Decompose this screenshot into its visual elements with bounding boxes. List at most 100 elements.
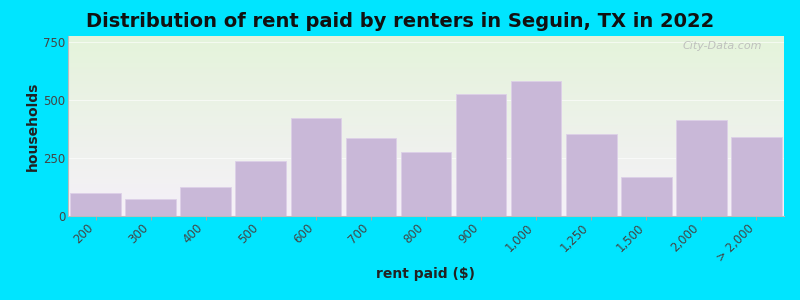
Bar: [68, 183, 784, 184]
Bar: [456, 94, 506, 216]
Bar: [68, 43, 784, 44]
Bar: [68, 175, 784, 176]
Bar: [68, 52, 784, 53]
Bar: [68, 82, 784, 83]
Bar: [68, 96, 784, 97]
Bar: [68, 134, 784, 135]
Bar: [68, 162, 784, 163]
Bar: [68, 197, 784, 198]
Bar: [68, 68, 784, 69]
Bar: [68, 107, 784, 108]
Bar: [68, 190, 784, 191]
Text: Distribution of rent paid by renters in Seguin, TX in 2022: Distribution of rent paid by renters in …: [86, 12, 714, 31]
Bar: [68, 98, 784, 99]
Bar: [68, 86, 784, 87]
Bar: [70, 193, 121, 216]
Bar: [68, 142, 784, 143]
Bar: [68, 55, 784, 56]
Bar: [180, 187, 231, 216]
Bar: [68, 45, 784, 46]
Bar: [68, 196, 784, 197]
Bar: [68, 44, 784, 45]
Bar: [68, 184, 784, 185]
Bar: [68, 91, 784, 92]
Text: City-Data.com: City-Data.com: [683, 41, 762, 51]
Bar: [68, 106, 784, 107]
Bar: [68, 171, 784, 172]
Bar: [68, 95, 784, 96]
Bar: [68, 48, 784, 49]
Bar: [68, 153, 784, 154]
Bar: [68, 109, 784, 110]
Bar: [68, 50, 784, 51]
Bar: [68, 170, 784, 171]
Bar: [68, 135, 784, 136]
Bar: [68, 79, 784, 80]
Bar: [68, 172, 784, 173]
Bar: [68, 127, 784, 128]
Bar: [68, 71, 784, 72]
Bar: [68, 202, 784, 203]
Bar: [68, 181, 784, 182]
Bar: [676, 120, 726, 216]
Bar: [68, 193, 784, 194]
Bar: [68, 186, 784, 187]
Bar: [68, 200, 784, 201]
Bar: [68, 131, 784, 132]
Bar: [68, 77, 784, 78]
Bar: [68, 115, 784, 116]
Bar: [68, 60, 784, 61]
Bar: [68, 143, 784, 144]
Bar: [68, 148, 784, 149]
Bar: [68, 152, 784, 153]
Bar: [68, 169, 784, 170]
Bar: [68, 59, 784, 60]
Bar: [68, 159, 784, 160]
Bar: [68, 117, 784, 118]
Bar: [68, 187, 784, 188]
Bar: [68, 150, 784, 151]
Bar: [68, 164, 784, 165]
Bar: [68, 65, 784, 66]
Bar: [68, 73, 784, 74]
Bar: [566, 134, 617, 216]
Bar: [68, 51, 784, 52]
Bar: [68, 108, 784, 109]
Bar: [68, 90, 784, 91]
Bar: [68, 182, 784, 183]
Bar: [68, 178, 784, 179]
Bar: [68, 205, 784, 206]
Bar: [68, 130, 784, 131]
Bar: [68, 163, 784, 164]
Bar: [68, 53, 784, 54]
Bar: [68, 154, 784, 155]
Bar: [68, 93, 784, 94]
Bar: [68, 155, 784, 156]
Bar: [68, 42, 784, 43]
Bar: [68, 189, 784, 190]
Bar: [68, 151, 784, 152]
Bar: [68, 165, 784, 166]
Bar: [68, 139, 784, 140]
Bar: [68, 128, 784, 129]
Bar: [68, 72, 784, 73]
X-axis label: rent paid ($): rent paid ($): [377, 267, 475, 281]
Bar: [68, 124, 784, 125]
Bar: [68, 121, 784, 122]
Bar: [68, 80, 784, 81]
Bar: [68, 210, 784, 211]
Bar: [68, 176, 784, 177]
Bar: [68, 99, 784, 100]
Bar: [68, 92, 784, 93]
Bar: [68, 132, 784, 133]
Bar: [68, 94, 784, 95]
Bar: [68, 195, 784, 196]
Bar: [68, 112, 784, 113]
Bar: [68, 123, 784, 124]
Bar: [68, 40, 784, 41]
Bar: [290, 118, 341, 216]
Bar: [68, 146, 784, 147]
Bar: [68, 147, 784, 148]
Bar: [68, 177, 784, 178]
Bar: [68, 101, 784, 102]
